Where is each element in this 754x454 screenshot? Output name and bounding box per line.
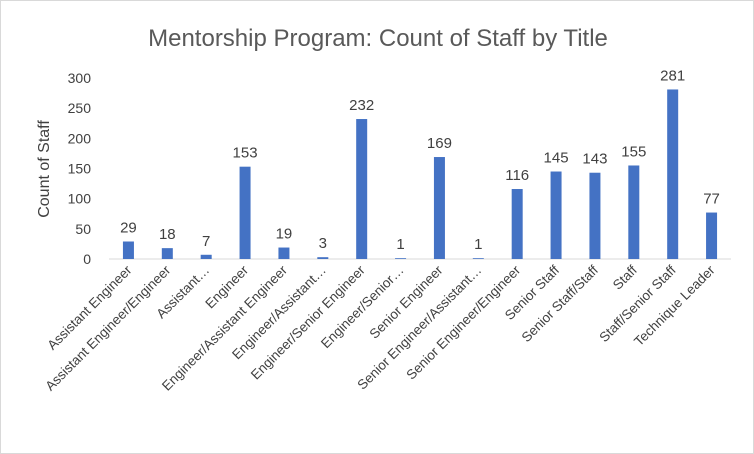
y-axis-label: Count of Staff xyxy=(36,120,53,218)
bar xyxy=(550,171,562,259)
data-labels-group: 29 18 7 153 19 3 232 1 169 1 116 145 143 155 281 77 xyxy=(120,67,720,253)
data-label: 153 xyxy=(233,145,258,162)
bar xyxy=(356,119,368,259)
bar xyxy=(511,189,523,259)
bars-group xyxy=(122,89,718,259)
bar xyxy=(317,257,329,259)
data-label: 145 xyxy=(544,150,569,167)
y-axis-ticks: 0 50 100 150 200 250 300 xyxy=(68,70,92,267)
bar xyxy=(278,247,290,259)
bar xyxy=(395,258,407,259)
bar xyxy=(161,248,173,259)
data-label: 116 xyxy=(505,167,529,184)
data-label: 1 xyxy=(474,236,482,253)
bar xyxy=(433,157,445,259)
y-tick-label: 150 xyxy=(68,161,92,177)
data-label: 77 xyxy=(703,191,720,208)
bar xyxy=(667,89,679,259)
y-tick-label: 100 xyxy=(68,191,92,207)
y-tick-label: 0 xyxy=(83,251,91,267)
data-label: 19 xyxy=(276,226,293,243)
y-tick-label: 250 xyxy=(68,100,92,116)
data-label: 281 xyxy=(660,67,685,84)
data-label: 232 xyxy=(349,97,374,114)
y-tick-label: 300 xyxy=(68,70,92,86)
data-label: 29 xyxy=(120,220,137,237)
bar xyxy=(628,165,640,259)
data-label: 155 xyxy=(621,143,646,160)
bar xyxy=(706,212,718,259)
data-label: 3 xyxy=(319,235,327,252)
bar xyxy=(472,258,484,259)
chart-title: Mentorship Program: Count of Staff by Ti… xyxy=(148,25,608,52)
bar xyxy=(239,166,251,259)
data-label: 1 xyxy=(396,236,404,253)
y-tick-label: 200 xyxy=(68,130,92,146)
bar xyxy=(200,254,212,259)
bar xyxy=(122,241,134,259)
data-label: 169 xyxy=(427,135,452,152)
data-label: 143 xyxy=(582,151,607,168)
data-label: 18 xyxy=(159,226,176,243)
data-label: 7 xyxy=(202,233,210,250)
category-label: Staff xyxy=(610,262,640,292)
bar xyxy=(589,172,601,259)
y-tick-label: 50 xyxy=(75,221,91,237)
